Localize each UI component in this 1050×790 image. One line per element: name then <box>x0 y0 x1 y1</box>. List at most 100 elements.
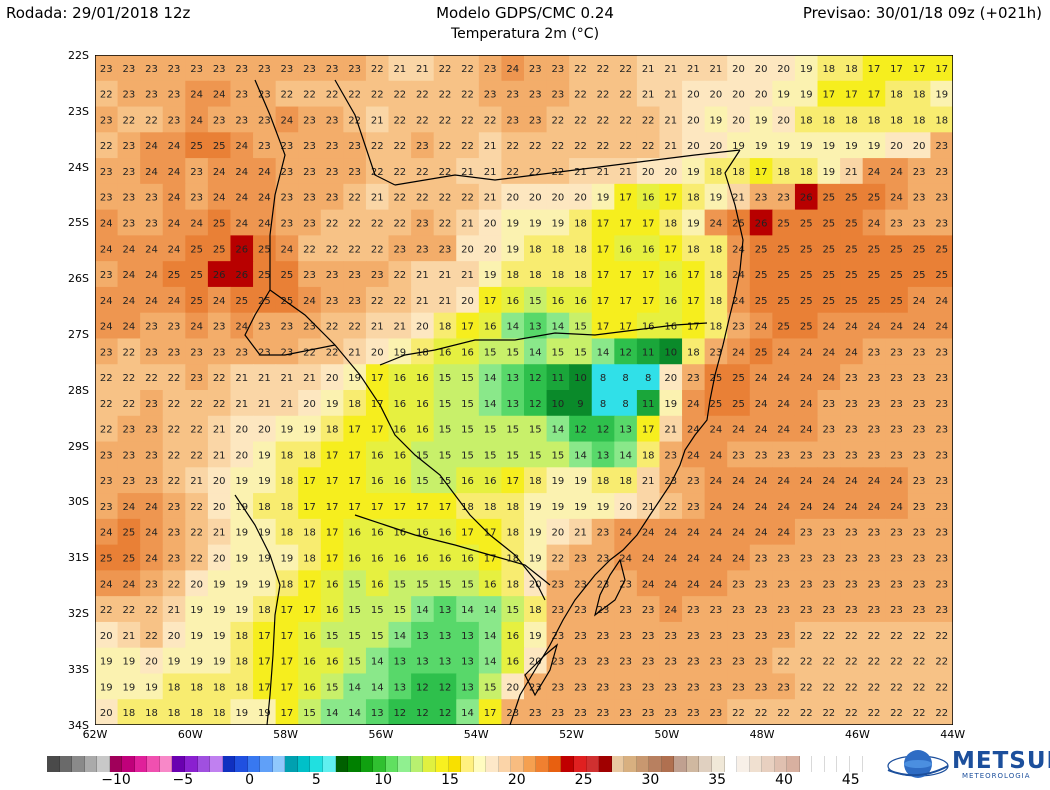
temperature-value: 24 <box>100 296 113 307</box>
temperature-value: 22 <box>574 90 587 101</box>
temperature-value: 19 <box>213 631 226 642</box>
temperature-cell <box>682 261 706 288</box>
temperature-value: 8 <box>600 373 606 384</box>
temperature-value: 23 <box>935 347 948 358</box>
temperature-values: 23 23 23 23 23 23 23 23 23 23 23 23 22 21 21 22 22 23 24 23… <box>100 64 948 719</box>
temperature-value: 15 <box>303 708 316 719</box>
temperature-value: 20 <box>529 193 542 204</box>
temperature-cell <box>140 312 164 340</box>
temperature-cell <box>704 621 728 649</box>
temperature-value: 18 <box>642 450 655 461</box>
temperature-value: 23 <box>935 450 948 461</box>
temperature-value: 23 <box>303 115 316 126</box>
temperature-value: 25 <box>281 270 294 281</box>
temperature-value: 18 <box>506 502 519 513</box>
temperature-cell <box>117 621 141 649</box>
temperature-cell <box>411 286 435 314</box>
temperature-cell <box>817 493 841 520</box>
temperature-cell <box>275 106 299 133</box>
temperature-cell <box>298 673 322 700</box>
temperature-value: 18 <box>800 167 813 178</box>
temperature-value: 20 <box>642 167 655 178</box>
temperature-cell <box>343 699 367 725</box>
temperature-cell <box>546 699 570 725</box>
temperature-cell <box>433 183 457 211</box>
temperature-value: 22 <box>190 425 203 436</box>
temperature-cell <box>569 132 593 159</box>
temperature-value: 24 <box>800 425 813 436</box>
temperature-value: 16 <box>484 322 497 333</box>
temperature-value: 16 <box>416 528 429 539</box>
temperature-cell <box>862 183 886 211</box>
temperature-cell <box>682 673 706 700</box>
temperature-value: 22 <box>190 554 203 565</box>
temperature-cell <box>704 55 728 82</box>
temperature-value: 20 <box>235 425 248 436</box>
temperature-cell <box>569 518 593 546</box>
temperature-value: 17 <box>484 554 497 565</box>
temperature-value: 19 <box>213 579 226 590</box>
temperature-cell <box>140 364 164 391</box>
temperature-value: 21 <box>461 270 474 281</box>
temperature-cell <box>840 55 864 82</box>
temperature-cell <box>862 518 886 546</box>
temperature-cell <box>140 209 164 236</box>
temperature-value: 25 <box>213 244 226 255</box>
temperature-cell <box>478 647 503 675</box>
temperature-value: 21 <box>664 425 677 436</box>
colorbar-swatch <box>247 756 261 772</box>
temperature-cell <box>388 390 412 417</box>
temperature-cell <box>411 80 435 108</box>
temperature-cell <box>930 286 953 314</box>
temperature-value: 17 <box>664 244 677 255</box>
temperature-cell <box>501 106 525 133</box>
temperature-cell <box>614 699 638 725</box>
temperature-value: 23 <box>687 502 700 513</box>
lagoa-mirim <box>524 643 559 697</box>
temperature-cell <box>817 570 841 597</box>
temperature-value: 22 <box>100 373 113 384</box>
temperature-value: 23 <box>890 554 903 565</box>
temperature-value: 18 <box>235 682 248 693</box>
temperature-value: 24 <box>913 322 926 333</box>
temperature-cell <box>817 518 841 546</box>
temperature-cell <box>501 286 525 314</box>
river-parana <box>334 79 396 186</box>
temperature-value: 21 <box>664 115 677 126</box>
temperature-value: 23 <box>235 115 248 126</box>
temperature-cell <box>162 390 186 417</box>
temperature-cell <box>614 55 638 82</box>
temperature-value: 21 <box>258 373 271 384</box>
temperature-cell <box>478 596 503 623</box>
temperature-cell <box>907 235 932 262</box>
temperature-value: 14 <box>506 322 519 333</box>
temperature-cell <box>682 55 706 82</box>
temperature-cell <box>140 415 164 443</box>
temperature-cell <box>682 364 706 391</box>
temperature-value: 24 <box>845 347 858 358</box>
temperature-value: 22 <box>213 399 226 410</box>
temperature-value: 24 <box>642 579 655 590</box>
temperature-cell <box>546 338 570 365</box>
temperature-value: 12 <box>597 425 610 436</box>
colorbar-swatch <box>147 756 160 772</box>
temperature-cell <box>185 544 209 571</box>
temperature-cell <box>230 106 254 133</box>
colorbar-swatch <box>47 756 60 772</box>
temperature-cell <box>230 415 254 443</box>
temperature-value: 24 <box>755 373 768 384</box>
temperature-value: 23 <box>123 141 136 152</box>
temperature-cell <box>253 286 277 314</box>
temperature-cell <box>298 621 322 649</box>
temperature-value: 17 <box>303 476 316 487</box>
temperature-value: 18 <box>235 631 248 642</box>
temperature-cell <box>840 544 864 571</box>
temperature-value: 23 <box>710 682 723 693</box>
temperature-value: 16 <box>416 399 429 410</box>
temperature-value: 24 <box>100 322 113 333</box>
temperature-cell <box>275 209 299 236</box>
temperature-value: 25 <box>190 270 203 281</box>
temperature-cell <box>614 183 638 211</box>
temperature-cell <box>659 467 683 494</box>
temperature-cell <box>185 364 209 391</box>
